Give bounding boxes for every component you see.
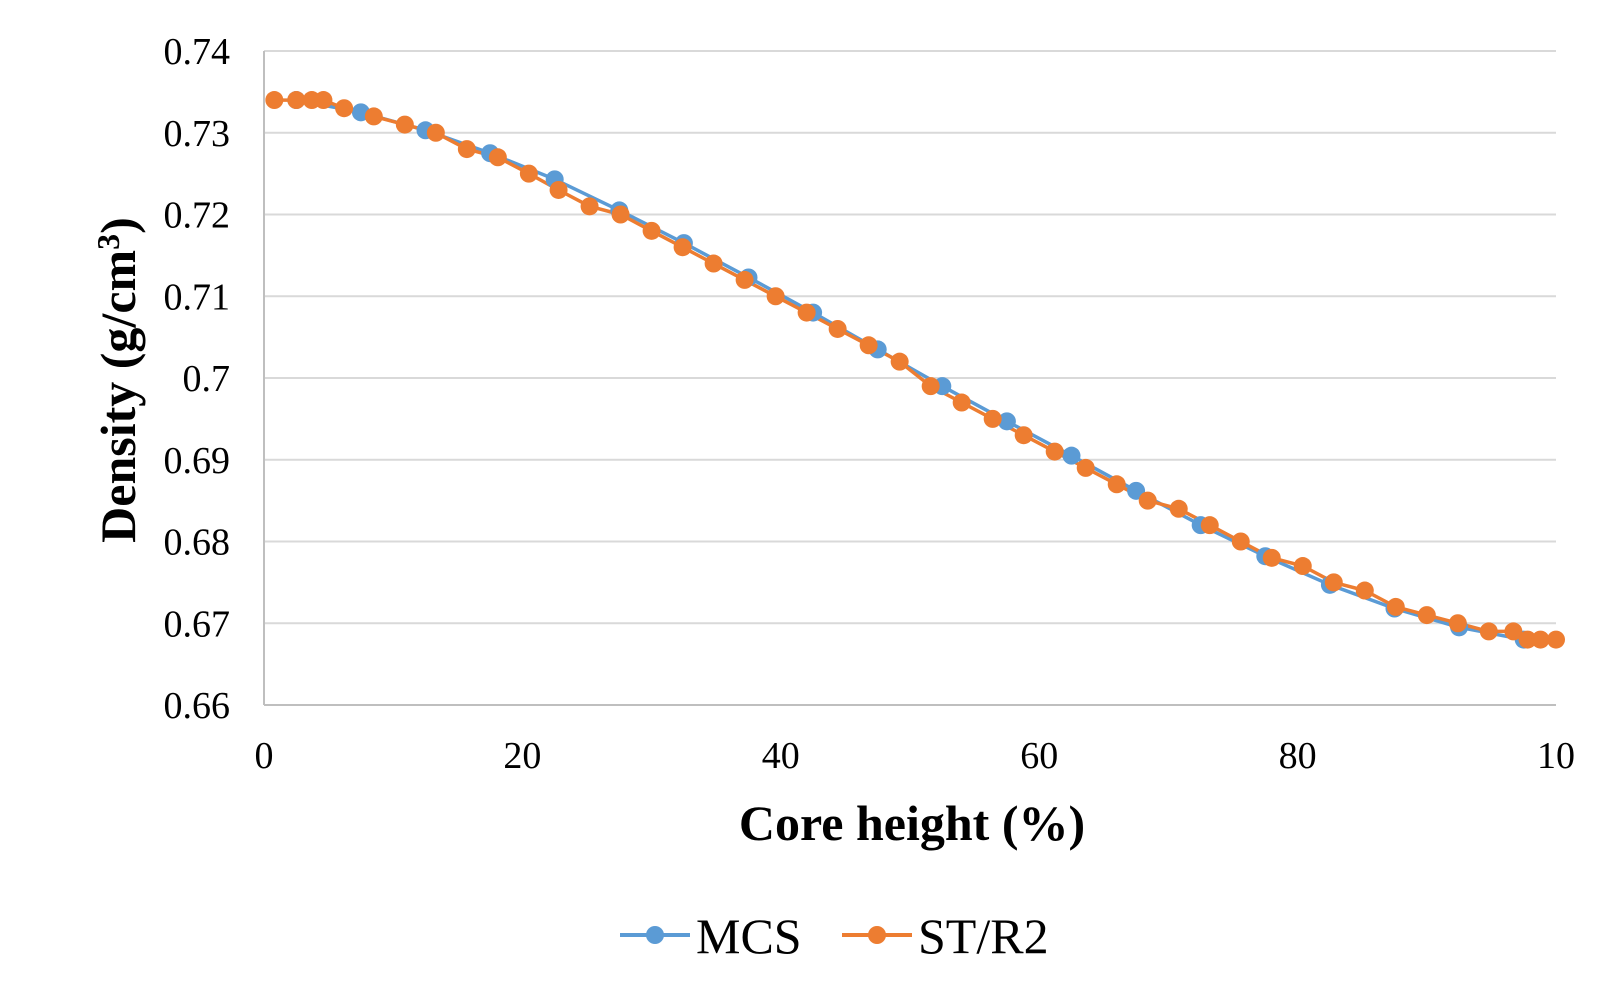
data-point-st-r2 [1518,630,1537,649]
data-point-st-r2 [314,91,333,110]
x-axis-tick-labels: 0 20 40 60 80 10 [255,735,1576,777]
data-point-st-r2 [1231,532,1250,551]
data-point-st-r2 [1262,548,1281,567]
legend-label-mcs: MCS [696,908,802,964]
data-point-st-r2 [611,205,630,224]
data-point-st-r2 [921,377,940,396]
data-point-st-r2 [673,238,692,257]
x-tick-label: 40 [762,735,800,777]
legend-label-st-r2: ST/R2 [918,908,1049,964]
y-axis-title-main: Density (g/cm [90,250,146,543]
data-point-st-r2 [364,107,383,126]
y-tick-label: 0.73 [164,113,231,155]
data-point-st-r2 [704,254,723,273]
y-axis-title-superscript: 3 [90,234,126,250]
data-point-st-r2 [1531,630,1550,649]
data-point-st-r2 [952,393,971,412]
data-point-st-r2 [890,352,909,371]
data-point-st-r2 [457,140,476,159]
x-tick-label: 60 [1020,735,1058,777]
data-point-st-r2 [265,91,284,110]
y-tick-label: 0.7 [183,358,231,400]
y-tick-label: 0.68 [164,522,231,564]
data-point-st-r2 [1386,597,1405,616]
data-point-st-r2 [1169,499,1188,518]
data-point-st-r2 [580,197,599,216]
data-point-st-r2 [983,409,1002,428]
y-tick-label: 0.66 [164,685,231,727]
y-tick-label: 0.74 [164,31,231,73]
data-point-st-r2 [287,91,306,110]
data-point-mcs [1062,446,1081,465]
legend-item-st-r2: ST/R2 [842,908,1049,964]
data-point-st-r2 [1200,516,1219,535]
y-tick-label: 0.69 [164,440,231,482]
gridlines [264,50,1556,625]
data-point-st-r2 [426,123,445,142]
axes [263,51,1556,706]
x-axis-title: Core height (%) [739,795,1085,851]
data-point-st-r2 [488,148,507,167]
data-point-st-r2 [335,99,354,118]
data-point-st-r2 [395,115,414,134]
data-point-st-r2 [1479,622,1498,641]
series-markers [265,91,1565,649]
data-point-st-r2 [1014,426,1033,445]
y-tick-label: 0.67 [164,603,231,645]
data-point-st-r2 [1293,557,1312,576]
series-lines [274,98,1556,642]
data-point-st-r2 [1504,622,1523,641]
data-point-st-r2 [828,319,847,338]
x-tick-label: 0 [255,735,274,777]
y-tick-label: 0.71 [164,276,231,318]
x-tick-label: 80 [1279,735,1317,777]
data-point-st-r2 [519,164,538,183]
data-point-st-r2 [859,336,878,355]
data-point-st-r2 [735,270,754,289]
legend-marker-mcs [646,926,664,944]
data-point-st-r2 [1076,458,1095,477]
data-point-st-r2 [766,287,785,306]
data-point-st-r2 [797,303,816,322]
data-point-st-r2 [549,180,568,199]
data-point-st-r2 [1355,581,1374,600]
data-point-st-r2 [1324,573,1343,592]
data-point-st-r2 [1547,630,1565,649]
data-point-st-r2 [1045,442,1064,461]
data-point-st-r2 [1448,614,1467,633]
y-axis-title-close: ) [90,217,146,234]
legend-item-mcs: MCS [620,908,802,964]
y-axis-title: Density (g/cm3) [90,217,146,543]
data-point-st-r2 [1107,475,1126,494]
y-axis-tick-labels: 0.66 0.67 0.68 0.69 0.7 0.71 0.72 0.73 0.74 [164,31,231,727]
data-point-st-r2 [642,221,661,240]
series-line-st-r2 [274,98,1556,642]
x-tick-label: 20 [503,735,541,777]
legend: MCS ST/R2 [620,908,1049,964]
data-point-st-r2 [1138,491,1157,510]
y-tick-label: 0.72 [164,195,231,237]
legend-marker-st-r2 [868,926,886,944]
data-point-mcs [997,412,1016,431]
x-tick-label: 10 [1537,735,1575,777]
data-point-st-r2 [1417,606,1436,625]
